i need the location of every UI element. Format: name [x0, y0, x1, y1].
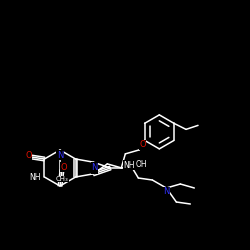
Text: CH₃: CH₃ [56, 176, 68, 182]
Text: OH: OH [136, 160, 147, 169]
Text: N: N [163, 188, 170, 196]
Text: N: N [91, 164, 98, 173]
Text: N: N [91, 163, 98, 172]
Text: NH: NH [29, 172, 40, 182]
Text: N: N [57, 150, 63, 160]
Text: NH: NH [124, 160, 135, 170]
Text: O: O [139, 140, 146, 149]
Text: O: O [25, 152, 32, 160]
Text: O: O [61, 162, 67, 172]
